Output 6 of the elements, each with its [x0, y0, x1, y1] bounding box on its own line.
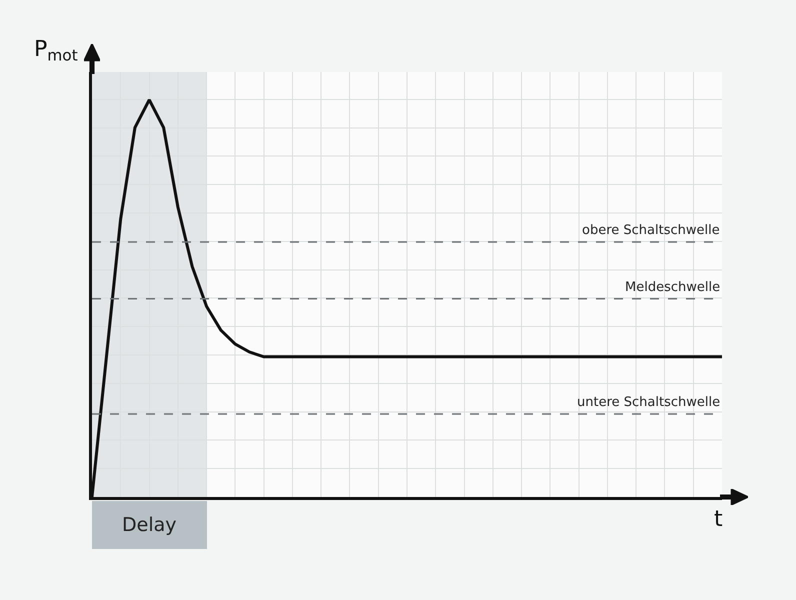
ref-line-label: Meldeschwelle: [625, 280, 720, 295]
ref-line-label: obere Schaltschwelle: [582, 223, 720, 238]
y-axis-title: P$_{mot}$: [34, 37, 78, 65]
text: Delay: [122, 514, 176, 536]
ref-line-label: untere Schaltschwelle: [577, 395, 720, 410]
x-axis-title: t: [714, 507, 723, 532]
